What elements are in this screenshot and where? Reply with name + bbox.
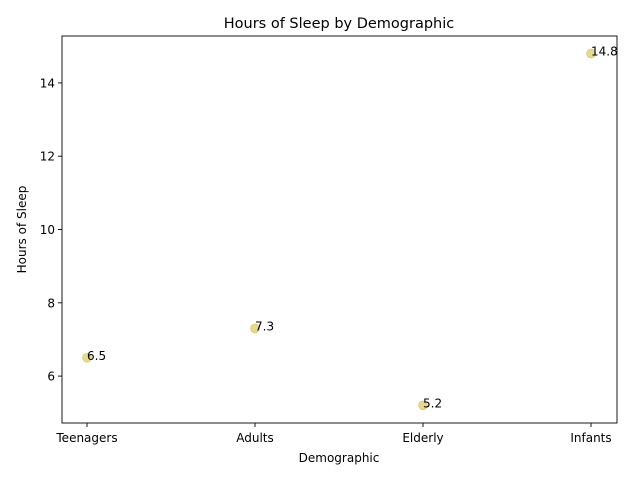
x-tick-label: Elderly — [402, 431, 443, 445]
y-axis-title: Hours of Sleep — [15, 186, 29, 274]
data-points: 6.5 7.3 5.2 14.8 — [82, 45, 618, 411]
x-axis-title: Demographic — [299, 451, 380, 465]
chart-title: Hours of Sleep by Demographic — [224, 16, 455, 32]
y-tick-label: 6 — [47, 370, 55, 384]
y-axis: 6 8 10 12 14 — [40, 76, 62, 384]
y-tick-label: 14 — [40, 76, 55, 90]
data-point — [418, 400, 428, 411]
data-label: 5.2 — [423, 396, 442, 410]
x-axis: Teenagers Adults Elderly Infants — [55, 423, 612, 445]
y-tick-label: 12 — [40, 150, 55, 164]
data-point — [586, 48, 596, 59]
x-tick-label: Teenagers — [55, 431, 117, 445]
data-label: 7.3 — [255, 319, 274, 333]
data-point — [250, 323, 260, 334]
x-tick-label: Adults — [236, 431, 274, 445]
plot-area-frame — [61, 35, 618, 424]
y-tick-label: 10 — [40, 223, 55, 237]
data-point — [82, 352, 92, 363]
data-label: 6.5 — [87, 349, 106, 363]
data-label: 14.8 — [591, 45, 618, 59]
y-tick-label: 8 — [47, 296, 55, 310]
x-tick-label: Infants — [570, 431, 611, 445]
